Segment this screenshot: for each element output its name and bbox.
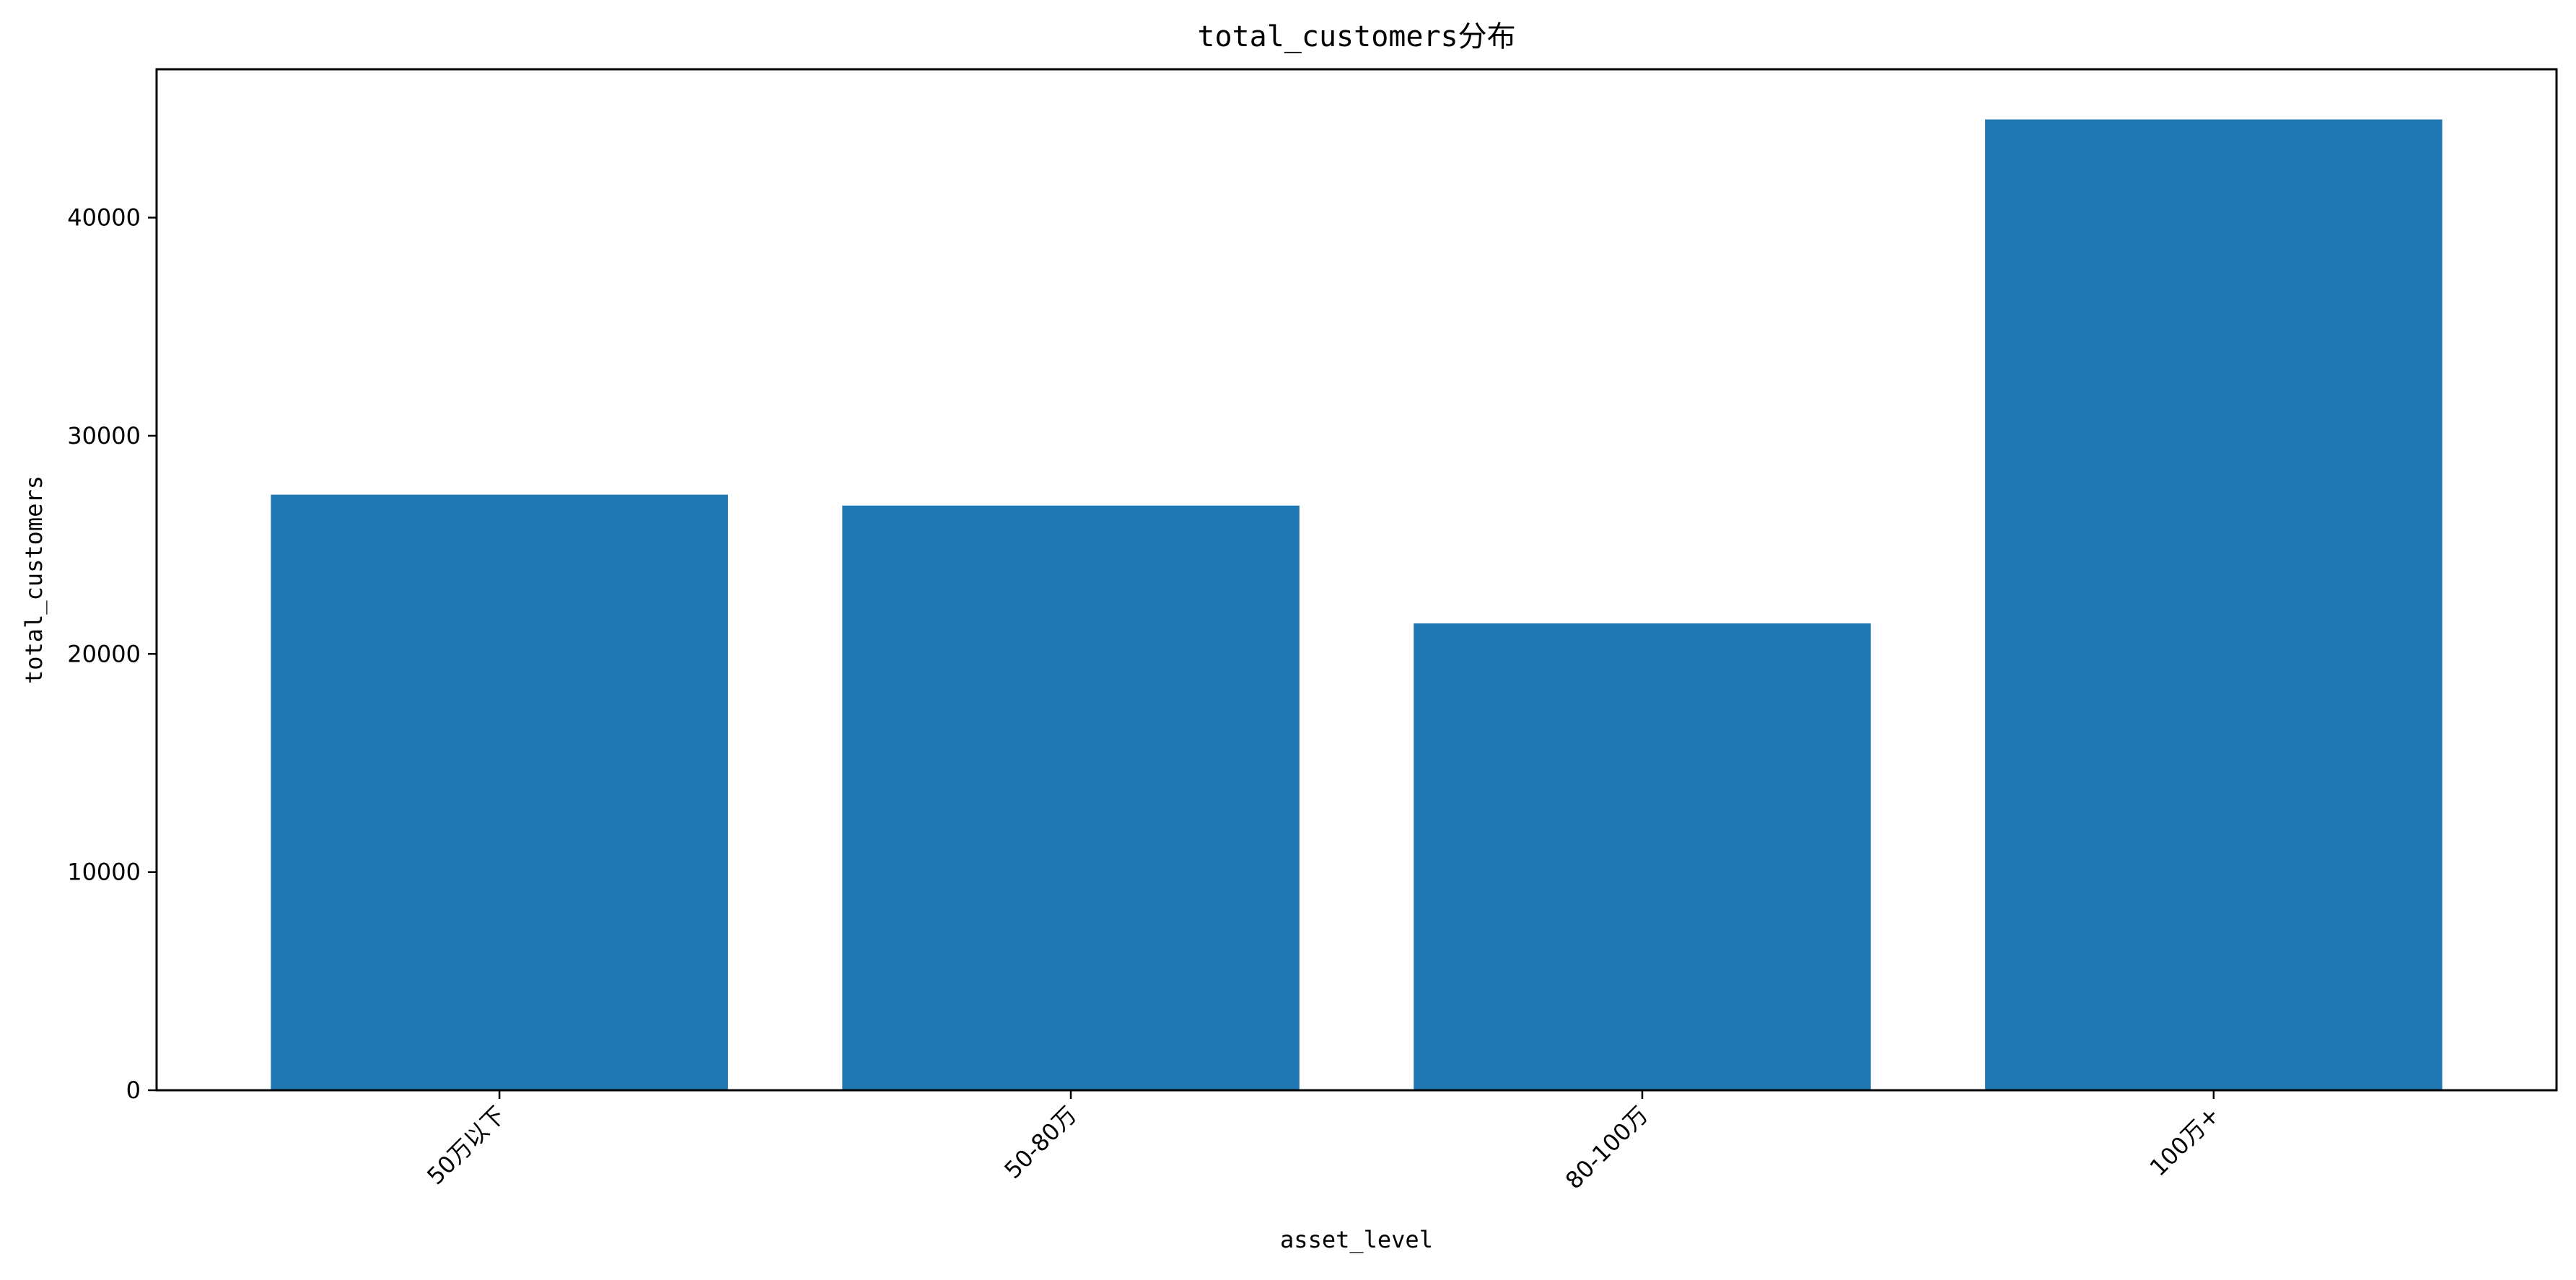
bar-3 (1985, 119, 2443, 1090)
plot-frame (155, 68, 2558, 1092)
x-axis-label: asset_level (1280, 1226, 1433, 1253)
bar-0 (271, 494, 728, 1090)
bars-layer (271, 119, 2443, 1090)
y-tick-label-3: 30000 (67, 422, 141, 450)
y-tick-label-4: 40000 (67, 204, 141, 232)
y-axis-label: total_customers (20, 475, 48, 684)
y-ticks-layer: 0 10000 20000 30000 40000 (67, 204, 157, 1104)
y-tick-label-0: 0 (126, 1077, 141, 1104)
y-tick-label-1: 10000 (67, 859, 141, 886)
bar-2 (1414, 623, 1871, 1090)
chart-title: total_customers分布 (1197, 20, 1515, 53)
bar-1 (842, 505, 1300, 1090)
y-tick-label-2: 20000 (67, 640, 141, 667)
